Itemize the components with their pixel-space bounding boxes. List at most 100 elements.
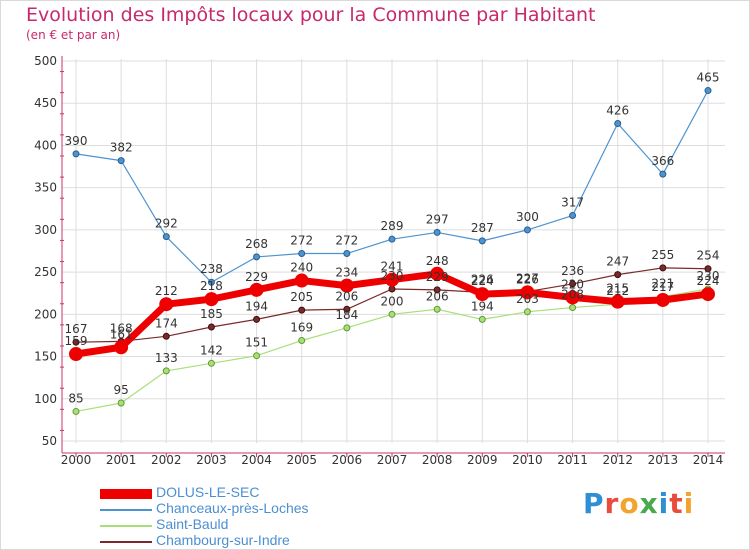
- data-point: [298, 337, 306, 345]
- data-label: 227: [516, 272, 539, 286]
- x-tick-label: 2006: [332, 453, 363, 467]
- data-label: 167: [65, 322, 88, 336]
- data-point: [117, 157, 125, 165]
- data-point: [343, 305, 351, 313]
- data-point: [569, 212, 577, 220]
- legend-label-chanceaux: Chanceaux-près-Loches: [156, 500, 309, 516]
- y-tick-label: 450: [34, 96, 57, 110]
- data-label: 212: [155, 284, 178, 298]
- data-label: 205: [290, 290, 313, 304]
- data-point: [614, 119, 622, 127]
- data-label: 248: [426, 254, 449, 268]
- data-label: 226: [471, 272, 494, 286]
- data-point: [339, 278, 354, 293]
- data-point: [294, 273, 309, 288]
- y-tick-label: 400: [34, 138, 57, 152]
- data-point: [162, 233, 170, 241]
- data-label: 194: [245, 299, 268, 313]
- data-label: 272: [335, 234, 358, 248]
- logo-letter: r: [604, 487, 620, 520]
- data-label: 174: [155, 316, 178, 330]
- data-point: [569, 304, 577, 312]
- data-point: [610, 294, 625, 309]
- data-point: [69, 347, 83, 362]
- x-tick-label: 2009: [467, 453, 498, 467]
- data-label: 240: [290, 261, 313, 275]
- data-label: 241: [381, 260, 404, 274]
- data-point: [204, 292, 219, 307]
- data-point: [385, 272, 399, 287]
- data-label: 184: [335, 308, 358, 322]
- data-label: 317: [561, 196, 584, 210]
- data-point: [655, 292, 670, 307]
- data-label: 226: [516, 272, 539, 286]
- data-label: 300: [516, 210, 539, 224]
- data-point: [162, 367, 170, 375]
- x-tick-label: 2001: [106, 453, 137, 467]
- data-point: [388, 285, 396, 293]
- data-point: [207, 278, 215, 286]
- data-point: [433, 228, 441, 236]
- x-tick-label: 2003: [196, 453, 227, 467]
- data-label: 151: [245, 336, 268, 350]
- data-label: 208: [561, 288, 584, 302]
- data-label: 224: [697, 274, 720, 288]
- data-point: [520, 285, 535, 300]
- data-point: [253, 253, 261, 261]
- data-point: [72, 150, 80, 158]
- legend-swatch-saint-bauld: [100, 525, 152, 527]
- x-tick-label: 2012: [602, 453, 633, 467]
- chart-subtitle: (en € et par an): [26, 28, 121, 42]
- data-point: [298, 306, 306, 314]
- data-point: [114, 340, 129, 355]
- data-label: 217: [651, 280, 674, 294]
- y-tick-label: 350: [34, 181, 57, 195]
- data-label: 200: [381, 294, 404, 308]
- data-label: 255: [651, 248, 674, 262]
- data-point: [659, 170, 667, 178]
- data-label: 465: [697, 71, 720, 85]
- data-point: [117, 399, 125, 407]
- data-point: [565, 290, 580, 305]
- data-label: 272: [290, 234, 313, 248]
- data-point: [207, 323, 215, 331]
- data-point: [388, 310, 396, 318]
- data-point: [253, 352, 261, 360]
- y-tick-label: 300: [34, 223, 57, 237]
- x-tick-label: 2010: [512, 453, 543, 467]
- data-label: 287: [471, 221, 494, 235]
- logo-letter: x: [639, 487, 659, 520]
- data-label: 133: [155, 351, 178, 365]
- data-label: 194: [471, 299, 494, 313]
- data-point: [388, 235, 396, 243]
- data-label: 206: [335, 289, 358, 303]
- data-point: [343, 324, 351, 332]
- data-point: [298, 250, 306, 258]
- logo-letter: i: [683, 487, 695, 520]
- data-label: 203: [516, 292, 539, 306]
- data-label: 236: [561, 264, 584, 278]
- data-label: 366: [651, 154, 674, 168]
- x-tick-label: 2004: [241, 453, 272, 467]
- y-tick-label: 200: [34, 307, 57, 321]
- data-label: 254: [697, 249, 720, 263]
- chart-title: Evolution des Impôts locaux pour la Comm…: [26, 4, 596, 26]
- logo-letter: i: [658, 487, 670, 520]
- data-label: 168: [110, 321, 133, 335]
- data-label: 247: [606, 255, 629, 269]
- x-tick-label: 2005: [286, 453, 317, 467]
- y-tick-label: 100: [34, 392, 57, 406]
- data-label: 289: [381, 219, 404, 233]
- legend-swatch-chambourg: [100, 541, 152, 543]
- x-tick-label: 2014: [693, 453, 724, 467]
- y-tick-label: 500: [34, 54, 57, 68]
- data-point: [523, 226, 531, 234]
- data-point: [478, 237, 486, 245]
- data-label: 426: [606, 103, 629, 117]
- data-label: 229: [426, 270, 449, 284]
- data-label: 234: [335, 266, 358, 280]
- data-label: 297: [426, 212, 449, 226]
- data-label: 169: [290, 321, 313, 335]
- data-label: 238: [200, 262, 223, 276]
